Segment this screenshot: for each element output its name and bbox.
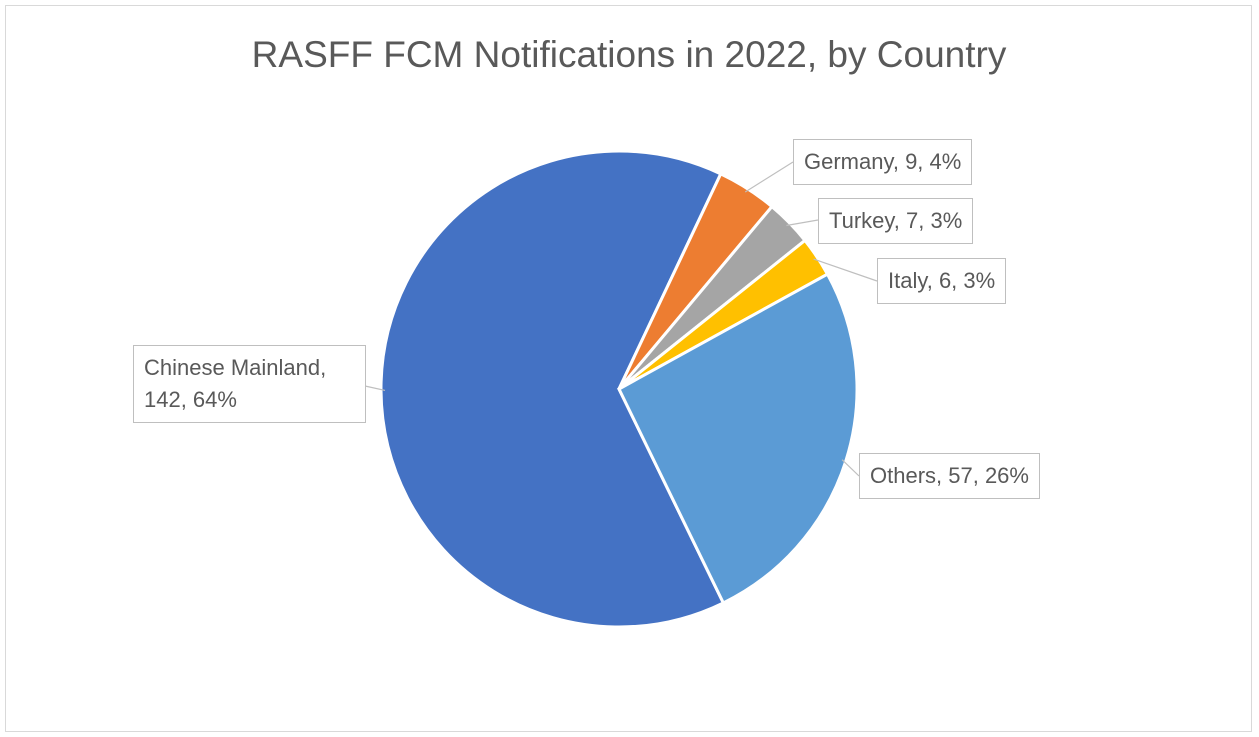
leader-line <box>364 385 386 391</box>
data-label: Germany, 9, 4% <box>793 139 973 185</box>
chart-title: RASFF FCM Notifications in 2022, by Coun… <box>252 34 1007 75</box>
data-label: Others, 57, 26% <box>859 453 1040 499</box>
leader-line <box>813 258 878 282</box>
leader-line <box>744 161 794 193</box>
data-label: Turkey, 7, 3% <box>818 198 974 244</box>
pie-slice <box>617 272 859 605</box>
data-label: Chinese Mainland, 142, 64% <box>133 345 366 423</box>
pie-slice <box>379 149 726 629</box>
data-label: Italy, 6, 3% <box>877 258 1007 304</box>
leader-line <box>786 219 819 227</box>
leader-line <box>841 459 860 477</box>
